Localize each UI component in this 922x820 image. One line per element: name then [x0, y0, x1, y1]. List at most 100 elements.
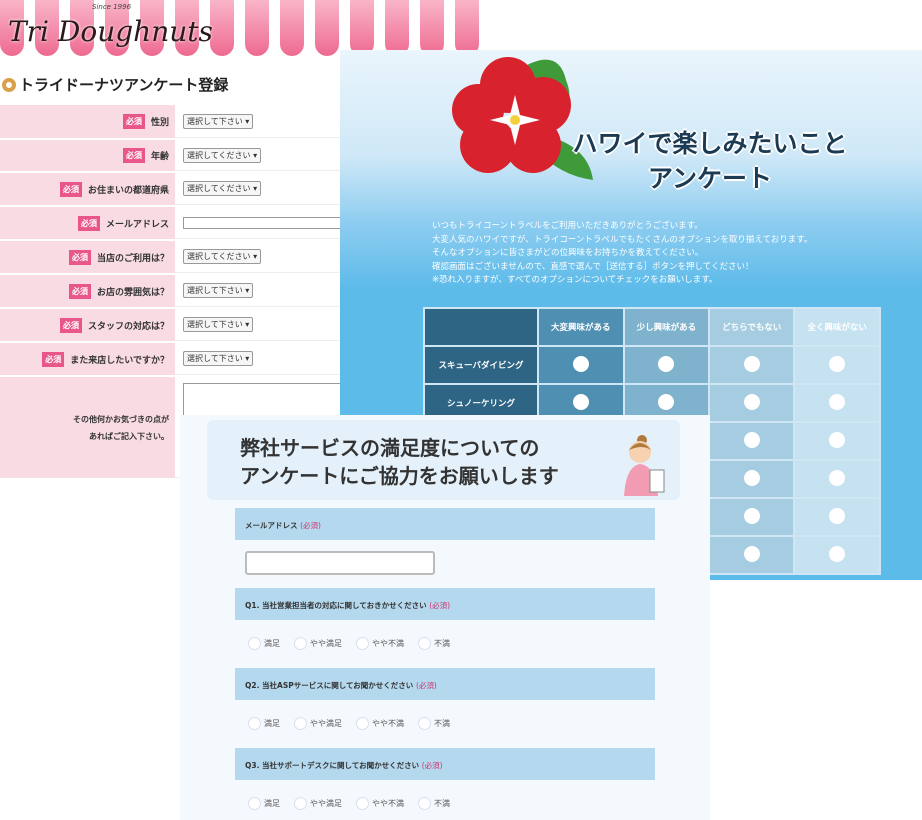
field-label: メールアドレス [105, 219, 169, 230]
radio-button[interactable] [829, 355, 846, 372]
required-badge: 必須 [68, 249, 91, 265]
radio-option[interactable]: やや満足 [294, 797, 342, 810]
select-dropdown[interactable]: 選択してください ▾ [183, 147, 262, 163]
awning-banner [0, 0, 500, 58]
select-dropdown[interactable]: 選択して下さい ▾ [183, 283, 254, 298]
radio-button[interactable] [829, 469, 846, 486]
required-badge: 必須 [122, 114, 145, 129]
comment-label: あればご記入下さい。 [89, 431, 169, 441]
radio-button[interactable] [829, 545, 846, 562]
radio-button[interactable] [829, 431, 846, 448]
radio-button[interactable] [743, 393, 760, 410]
email-input[interactable] [183, 216, 343, 229]
radio-option[interactable]: 不満 [418, 797, 450, 810]
radio-circle-icon[interactable] [418, 717, 431, 730]
radio-button[interactable] [572, 355, 589, 372]
radio-circle-icon[interactable] [248, 797, 261, 810]
radio-circle-icon[interactable] [248, 637, 261, 650]
field-label: 性別 [150, 118, 169, 128]
radio-option[interactable]: やや満足 [294, 717, 342, 730]
radio-option[interactable]: 不満 [418, 637, 450, 650]
radio-button[interactable] [829, 393, 846, 410]
radio-option[interactable]: やや満足 [294, 637, 342, 650]
donut-icon [2, 77, 16, 92]
field-label: スタッフの対応は？ [87, 321, 169, 332]
survey-title: 弊社サービスの満足度についての アンケートにご協力をお願いします [240, 436, 559, 488]
option-label: スキューバダイビング [423, 345, 539, 385]
required-badge: 必須 [59, 317, 82, 333]
column-header: 少し興味がある [622, 307, 711, 347]
survey-header: 弊社サービスの満足度についての アンケートにご協力をお願いします [207, 420, 680, 500]
form-row: 必須 スタッフの対応は？ 選択して下さい ▾ [0, 309, 500, 343]
radio-circle-icon[interactable] [418, 797, 431, 810]
email-label-bar: メールアドレス (必須) [235, 508, 655, 540]
radio-group: 満足 やや満足 やや不満 不満 [248, 637, 450, 650]
field-label: お店の雰囲気は？ [96, 287, 169, 298]
radio-option[interactable]: やや不満 [356, 637, 404, 650]
radio-circle-icon[interactable] [356, 797, 369, 810]
form-row: 必須 また来店したいですか？ 選択して下さい ▾ [0, 343, 500, 377]
question-bar: Q3. 当社サポートデスクに関してお聞かせください (必須) [235, 748, 655, 780]
radio-option[interactable]: 不満 [418, 717, 450, 730]
radio-button[interactable] [743, 545, 760, 562]
radio-circle-icon[interactable] [294, 717, 307, 730]
radio-option[interactable]: 満足 [248, 797, 280, 810]
field-label: 年齢 [150, 152, 169, 162]
field-label: また来店したいですか？ [70, 355, 169, 366]
select-dropdown[interactable]: 選択してください ▾ [183, 249, 262, 264]
table-row: スキューバダイビング [423, 345, 881, 385]
field-label: お住まいの都道府県 [87, 185, 169, 196]
radio-option[interactable]: 満足 [248, 717, 280, 730]
required-badge: 必須 [77, 215, 100, 231]
radio-button[interactable] [658, 393, 675, 410]
question-bar: Q2. 当社ASPサービスに関してお聞かせください (必須) [235, 668, 655, 700]
select-dropdown[interactable]: 選択してください ▾ [183, 181, 262, 196]
radio-button[interactable] [743, 431, 760, 448]
radio-option[interactable]: やや不満 [356, 717, 404, 730]
hawaii-title: ハワイで楽しみたいこと アンケート [572, 129, 848, 193]
radio-option[interactable]: 満足 [248, 637, 280, 650]
select-dropdown[interactable]: 選択して下さい ▾ [183, 113, 254, 129]
satisfaction-survey-panel: 弊社サービスの満足度についての アンケートにご協力をお願いします メールアドレス … [180, 415, 710, 820]
hibiscus-icon [452, 57, 593, 180]
radio-group: 満足 やや満足 やや不満 不満 [248, 797, 450, 810]
radio-button[interactable] [743, 469, 760, 486]
radio-circle-icon[interactable] [418, 637, 431, 650]
required-badge: 必須 [42, 351, 65, 367]
radio-button[interactable] [829, 507, 846, 524]
woman-illustration-icon [624, 435, 665, 496]
form-row: 必須 メールアドレス [0, 207, 500, 241]
field-label: 当店のご利用は？ [96, 253, 169, 264]
question-bar: Q1. 当社営業担当者の対応に関しておきかせください (必須) [235, 588, 655, 620]
radio-circle-icon[interactable] [248, 717, 261, 730]
radio-circle-icon[interactable] [294, 637, 307, 650]
radio-button[interactable] [658, 355, 675, 372]
form-row: 必須 お住まいの都道府県 選択してください ▾ [0, 173, 500, 207]
radio-group: 満足 やや満足 やや不満 不満 [248, 717, 450, 730]
radio-button[interactable] [743, 507, 760, 524]
column-header: どちらでもない [708, 307, 796, 347]
form-row: 必須 お店の雰囲気は？ 選択して下さい ▾ [0, 275, 500, 309]
column-header: 全く興味がない [793, 307, 881, 347]
radio-circle-icon[interactable] [356, 637, 369, 650]
radio-circle-icon[interactable] [356, 717, 369, 730]
form-row: 必須 年齢 選択してください ▾ [0, 140, 500, 173]
required-badge: 必須 [59, 181, 82, 197]
radio-option[interactable]: やや不満 [356, 797, 404, 810]
form-row: その他何かお気づきの点が あればご記入下さい。 [0, 377, 500, 480]
select-dropdown[interactable]: 選択して下さい ▾ [183, 317, 254, 332]
form-row: 必須 性別 選択して下さい ▾ [0, 105, 500, 140]
page-title: トライドーナツアンケート登録 [2, 74, 228, 95]
radio-button[interactable] [743, 355, 760, 372]
logo-since: Since 1996 [92, 3, 132, 11]
email-input[interactable] [245, 551, 435, 575]
radio-button[interactable] [572, 393, 589, 410]
logo: Tri Doughnuts [8, 15, 213, 48]
form-row: 必須 当店のご利用は？ 選択してください ▾ [0, 241, 500, 275]
radio-circle-icon[interactable] [294, 797, 307, 810]
select-dropdown[interactable]: 選択して下さい ▾ [183, 351, 254, 366]
column-header: 大変興味がある [537, 307, 625, 347]
required-badge: 必須 [122, 148, 145, 163]
intro-text: いつもトライコーントラベルをご利用いただきありがとうございます。 大変人気のハワイ… [432, 221, 813, 285]
required-badge: 必須 [68, 283, 91, 299]
